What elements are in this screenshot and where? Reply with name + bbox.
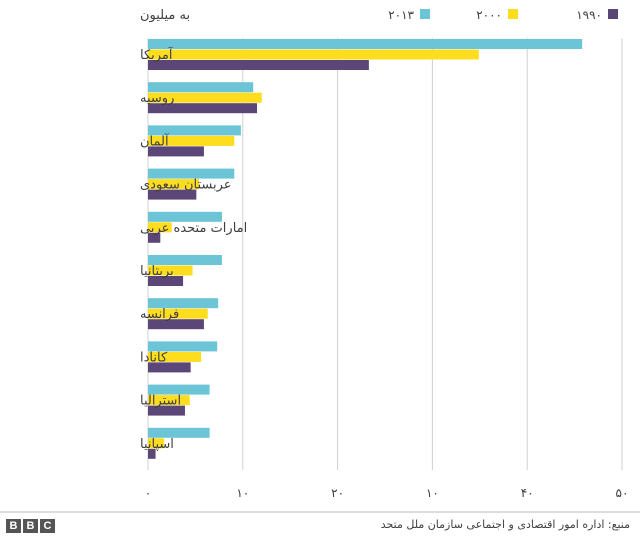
category-label: استرالیا [140,394,181,409]
category-label: آلمان [140,132,170,149]
bar-0-5 [148,255,222,265]
bar-2-5 [148,276,184,286]
category-label: عربستان سعودی [140,178,232,193]
bar-1-4 [148,222,172,233]
bar-1-5 [148,265,193,276]
bar-1-6 [148,308,208,319]
bar-2-4 [148,232,161,243]
bar-0-7 [148,341,218,352]
bar-0-9 [148,427,210,438]
legend-swatch [608,9,618,19]
bar-2-3 [148,189,197,200]
legend-label: ۲۰۰۰ [476,8,502,22]
bar-0-3 [148,168,235,179]
bar-2-0 [148,60,369,70]
x-tick-label: ۰ [145,486,151,500]
bar-1-3 [148,179,200,190]
bbc-logo: B B C [6,519,55,533]
category-label: امارات متحده عربی [140,221,247,236]
category-label: روسیه [140,91,174,106]
bar-0-4 [148,211,222,222]
bar-2-1 [148,103,258,114]
category-label: کانادا [140,350,168,365]
bar-1-2 [148,135,235,146]
bar-1-9 [148,438,165,449]
bar-0-1 [148,82,254,93]
source-note: منبع: اداره امور اقتصادی و اجتماعی سازما… [380,518,630,531]
bar-1-8 [148,395,190,406]
bar-0-8 [148,384,210,395]
bar-0-0 [148,39,583,49]
bar-2-8 [148,405,185,416]
bar-1-1 [148,92,262,103]
bar-2-9 [148,448,156,459]
category-label: بریتانیا [140,264,174,279]
bar-0-6 [148,298,219,309]
x-tick-label: ۱۰ [426,486,439,500]
category-label: فرانسه [140,307,179,322]
bar-2-6 [148,319,204,330]
x-tick-label: ۴۰ [521,486,534,500]
legend-swatch [420,9,430,19]
legend-swatch [508,9,518,19]
category-label: اسپانیا [140,437,174,452]
bar-1-7 [148,351,202,362]
bar-2-2 [148,146,204,157]
bar-0-2 [148,125,241,136]
legend-label: ۱۹۹۰ [576,8,602,22]
bar-1-0 [148,49,479,60]
category-label: آمریکا [140,46,174,63]
unit-label: به میلیون [140,8,190,23]
x-tick-label: ۲۰ [331,486,344,500]
x-tick-label: ۵۰ [616,486,629,500]
x-tick-label: ۱۰ [236,486,249,500]
bar-2-7 [148,362,191,373]
legend-label: ۲۰۱۳ [388,8,414,22]
